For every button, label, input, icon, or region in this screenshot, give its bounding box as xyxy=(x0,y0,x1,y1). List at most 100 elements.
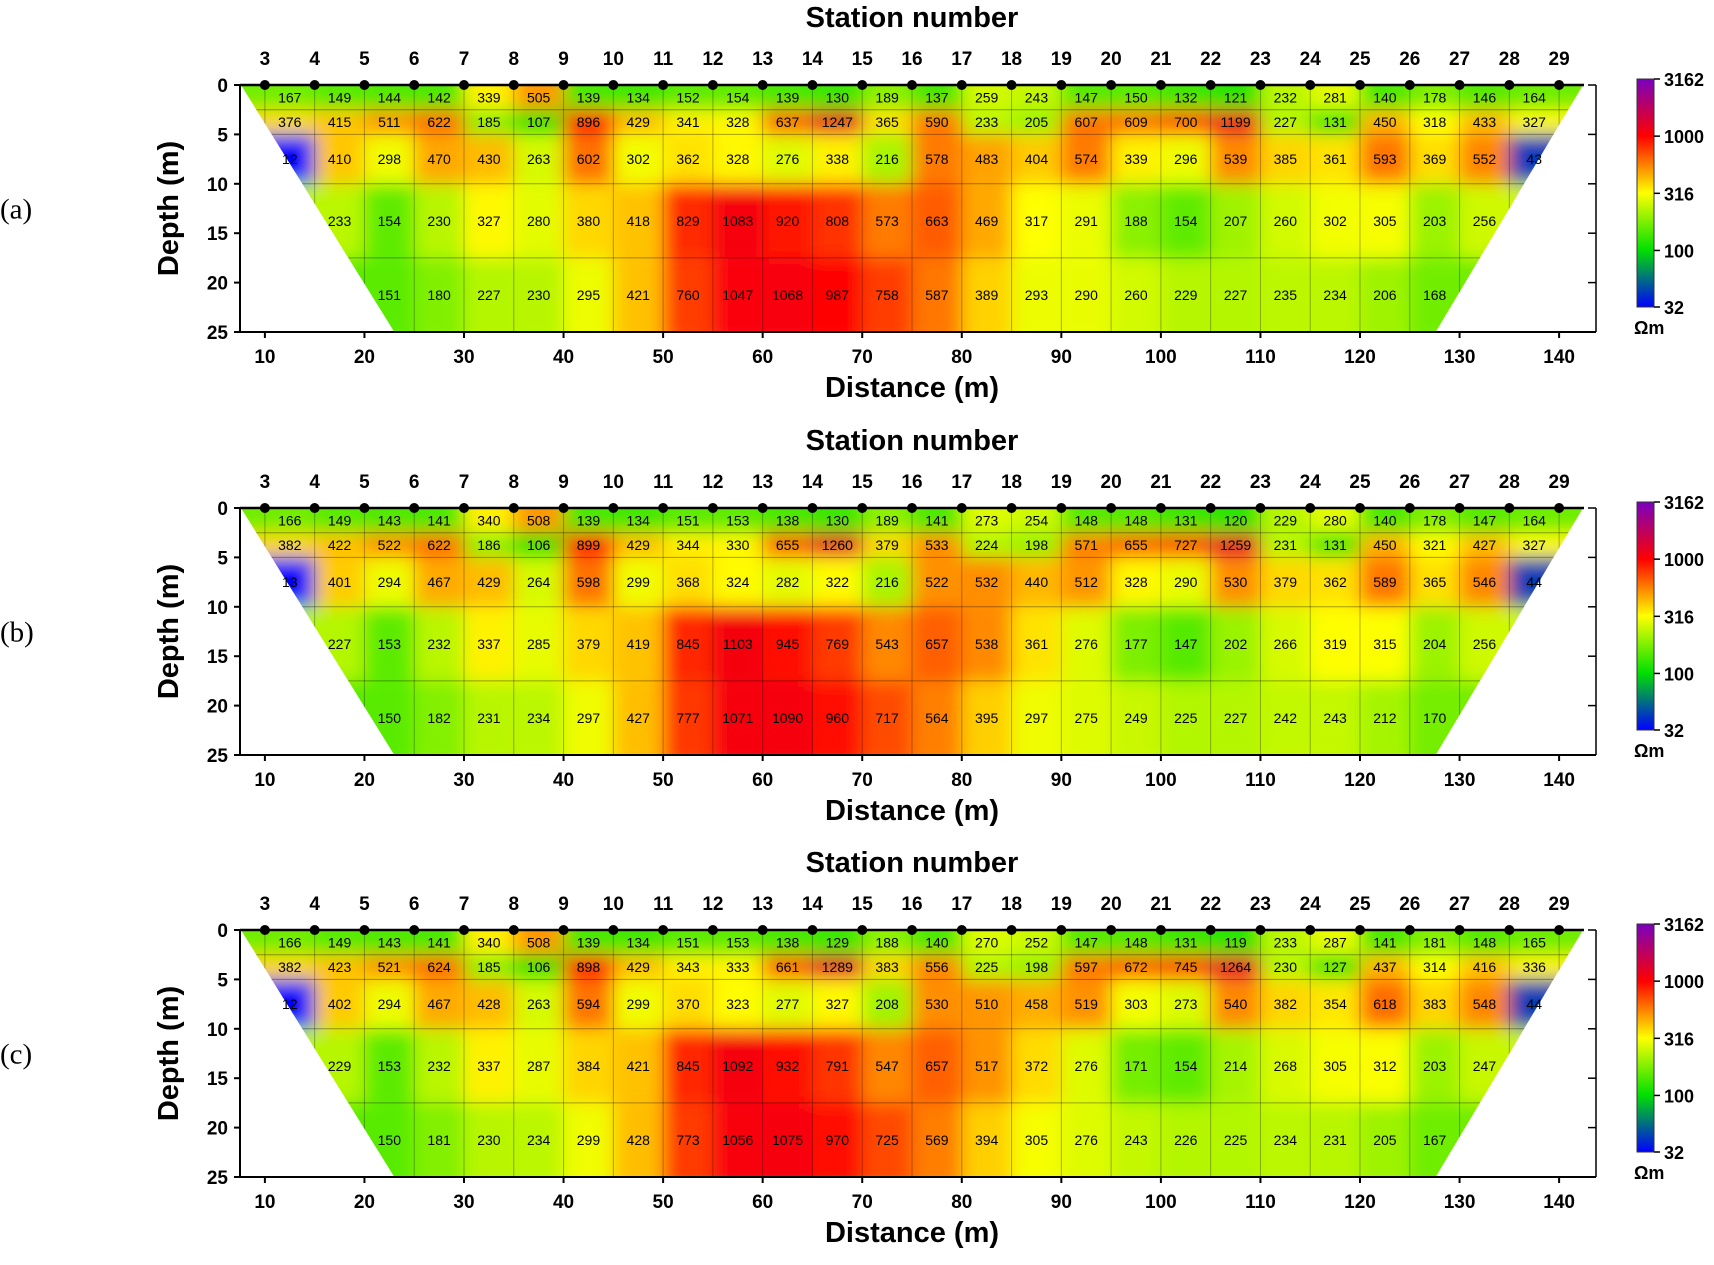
data-label: 182 xyxy=(427,710,451,726)
station-label: 28 xyxy=(1499,894,1520,915)
data-label: 188 xyxy=(1124,213,1148,229)
data-label: 203 xyxy=(1423,213,1447,229)
heatmap-cell xyxy=(1210,183,1262,258)
heatmap-cell xyxy=(862,532,913,558)
data-label: 131 xyxy=(1323,537,1347,553)
y-axis-title: Depth (m) xyxy=(153,141,185,276)
heatmap-cell xyxy=(1160,134,1212,184)
heatmap-cell xyxy=(663,508,714,533)
data-label: 437 xyxy=(1373,959,1397,975)
heatmap-cell xyxy=(1310,109,1361,135)
colorbar xyxy=(1636,501,1655,731)
x-tick-label: 50 xyxy=(653,770,674,791)
station-marker xyxy=(409,925,420,935)
x-tick-label: 40 xyxy=(553,347,574,368)
heatmap-cell xyxy=(762,257,814,332)
heatmap-cell xyxy=(812,257,864,332)
heatmap-cell xyxy=(1409,954,1461,980)
colorbar-label: 3162 xyxy=(1664,493,1704,513)
heatmap-cell xyxy=(1061,109,1113,135)
data-label: 657 xyxy=(925,1058,949,1074)
heatmap-cell xyxy=(1310,979,1361,1029)
heatmap-cell xyxy=(1409,606,1461,681)
heatmap-cell xyxy=(912,1028,963,1103)
station-label: 10 xyxy=(603,894,624,915)
heatmap-cell xyxy=(912,85,963,110)
colorbar-unit: Ωm xyxy=(1634,741,1664,761)
heatmap-cell xyxy=(961,257,1013,332)
y-tick-label: 5 xyxy=(217,970,228,991)
heatmap-cell xyxy=(712,109,764,135)
colorbar-label: 32 xyxy=(1664,1143,1684,1163)
heatmap-cell xyxy=(1360,680,1411,755)
heatmap-cell xyxy=(712,1102,764,1177)
data-label: 597 xyxy=(1075,959,1099,975)
y-tick-label: 5 xyxy=(217,125,228,146)
data-label: 177 xyxy=(1124,636,1148,652)
station-marker xyxy=(359,80,370,90)
data-label: 383 xyxy=(1423,996,1447,1012)
data-label: 368 xyxy=(676,574,700,590)
heatmap-cell xyxy=(762,979,814,1029)
data-label: 139 xyxy=(577,934,601,950)
data-label: 149 xyxy=(328,89,352,105)
data-label: 277 xyxy=(776,996,800,1012)
heatmap-cell xyxy=(464,508,515,533)
heatmap-cell xyxy=(1061,954,1113,980)
data-label: 777 xyxy=(676,710,700,726)
data-label: 185 xyxy=(477,114,501,130)
heatmap-cell xyxy=(1160,85,1212,110)
heatmap-cell xyxy=(812,109,864,135)
station-label: 22 xyxy=(1200,894,1221,915)
data-label: 655 xyxy=(776,537,800,553)
data-label: 337 xyxy=(477,1058,501,1074)
x-tick-label: 100 xyxy=(1145,1192,1177,1213)
data-label: 270 xyxy=(975,934,999,950)
data-label: 131 xyxy=(1174,934,1198,950)
data-label: 1260 xyxy=(822,537,853,553)
heatmap-cell xyxy=(1459,85,1511,110)
colorbar-label: 100 xyxy=(1664,241,1694,261)
x-tick-label: 50 xyxy=(653,347,674,368)
heatmap-cell xyxy=(613,134,665,184)
heatmap-cell xyxy=(712,557,764,607)
data-label: 131 xyxy=(1174,512,1198,528)
station-label: 19 xyxy=(1051,472,1072,493)
data-label: 328 xyxy=(1124,574,1148,590)
data-label: 522 xyxy=(378,537,402,553)
heatmap-cell xyxy=(663,606,714,681)
station-label: 17 xyxy=(951,49,972,70)
x-axis-title: Distance (m) xyxy=(825,372,999,404)
station-marker xyxy=(508,80,519,90)
data-label: 148 xyxy=(1473,934,1497,950)
heatmap-cell xyxy=(563,1028,615,1103)
heatmap-cell xyxy=(314,532,366,558)
data-label: 120 xyxy=(1224,512,1248,528)
heatmap-cell xyxy=(464,183,515,258)
x-tick-label: 60 xyxy=(752,347,773,368)
heatmap xyxy=(240,85,1584,332)
heatmap-cell xyxy=(1459,557,1511,607)
station-label: 3 xyxy=(260,894,271,915)
data-label: 227 xyxy=(1224,710,1248,726)
heatmap-cell xyxy=(364,85,416,110)
data-label: 760 xyxy=(676,287,700,303)
colorbar-label: 3162 xyxy=(1664,915,1704,935)
data-label: 589 xyxy=(1373,574,1397,590)
station-marker xyxy=(757,503,768,513)
heatmap-cell xyxy=(563,85,615,110)
data-label: 303 xyxy=(1124,996,1148,1012)
data-label: 404 xyxy=(1025,151,1049,167)
data-label: 327 xyxy=(1523,537,1547,553)
x-tick-label: 100 xyxy=(1145,347,1177,368)
station-marker xyxy=(1554,503,1565,513)
data-label: 127 xyxy=(1323,959,1347,975)
heatmap-cell xyxy=(1011,557,1063,607)
heatmap-cell xyxy=(812,532,864,558)
x-tick-label: 80 xyxy=(951,347,972,368)
data-label: 263 xyxy=(527,996,551,1012)
data-label: 259 xyxy=(975,89,999,105)
data-label: 382 xyxy=(278,959,302,975)
heatmap-cells xyxy=(240,85,1584,332)
